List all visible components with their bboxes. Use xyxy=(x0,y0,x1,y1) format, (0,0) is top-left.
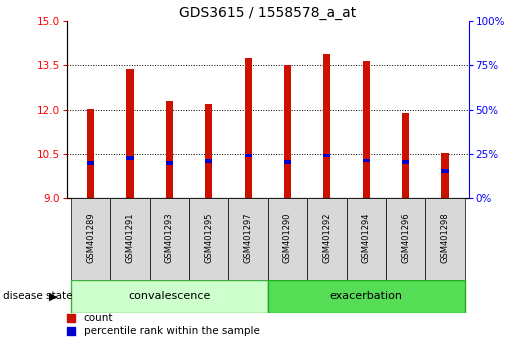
Bar xyxy=(284,160,291,164)
Bar xyxy=(110,198,150,280)
Bar xyxy=(229,198,268,280)
Bar xyxy=(307,198,347,280)
Text: GSM401292: GSM401292 xyxy=(322,212,331,263)
Bar xyxy=(71,280,268,313)
Bar xyxy=(126,156,133,160)
Bar xyxy=(363,61,370,198)
Bar xyxy=(425,198,465,280)
Bar xyxy=(441,169,449,173)
Text: GSM401296: GSM401296 xyxy=(401,212,410,263)
Text: GSM401290: GSM401290 xyxy=(283,212,292,263)
Text: GSM401295: GSM401295 xyxy=(204,212,213,263)
Bar xyxy=(245,154,252,158)
Bar xyxy=(189,198,229,280)
Bar xyxy=(87,161,94,165)
Bar xyxy=(205,159,212,163)
Text: GSM401291: GSM401291 xyxy=(126,212,134,263)
Bar xyxy=(441,153,449,198)
Bar xyxy=(402,160,409,164)
Text: GSM401297: GSM401297 xyxy=(244,212,253,263)
Bar xyxy=(150,198,189,280)
Legend: count, percentile rank within the sample: count, percentile rank within the sample xyxy=(67,313,260,336)
Text: GSM401294: GSM401294 xyxy=(362,212,371,263)
Bar xyxy=(268,198,307,280)
Bar xyxy=(363,159,370,162)
Bar xyxy=(268,280,465,313)
Bar xyxy=(166,102,173,198)
Text: disease state: disease state xyxy=(3,291,72,302)
Text: GSM401298: GSM401298 xyxy=(440,212,450,263)
Bar xyxy=(245,58,252,198)
Bar xyxy=(347,198,386,280)
Bar xyxy=(284,65,291,198)
Bar xyxy=(386,198,425,280)
Text: convalescence: convalescence xyxy=(128,291,211,302)
Bar xyxy=(205,104,212,198)
Bar xyxy=(323,54,331,198)
Bar xyxy=(323,154,331,158)
Text: exacerbation: exacerbation xyxy=(330,291,403,302)
Bar xyxy=(166,161,173,165)
Text: GSM401289: GSM401289 xyxy=(86,212,95,263)
Bar xyxy=(71,198,110,280)
Bar xyxy=(402,113,409,198)
Bar xyxy=(87,109,94,198)
Title: GDS3615 / 1558578_a_at: GDS3615 / 1558578_a_at xyxy=(179,6,356,20)
Text: ▶: ▶ xyxy=(49,291,58,302)
Text: GSM401293: GSM401293 xyxy=(165,212,174,263)
Bar xyxy=(126,69,133,198)
